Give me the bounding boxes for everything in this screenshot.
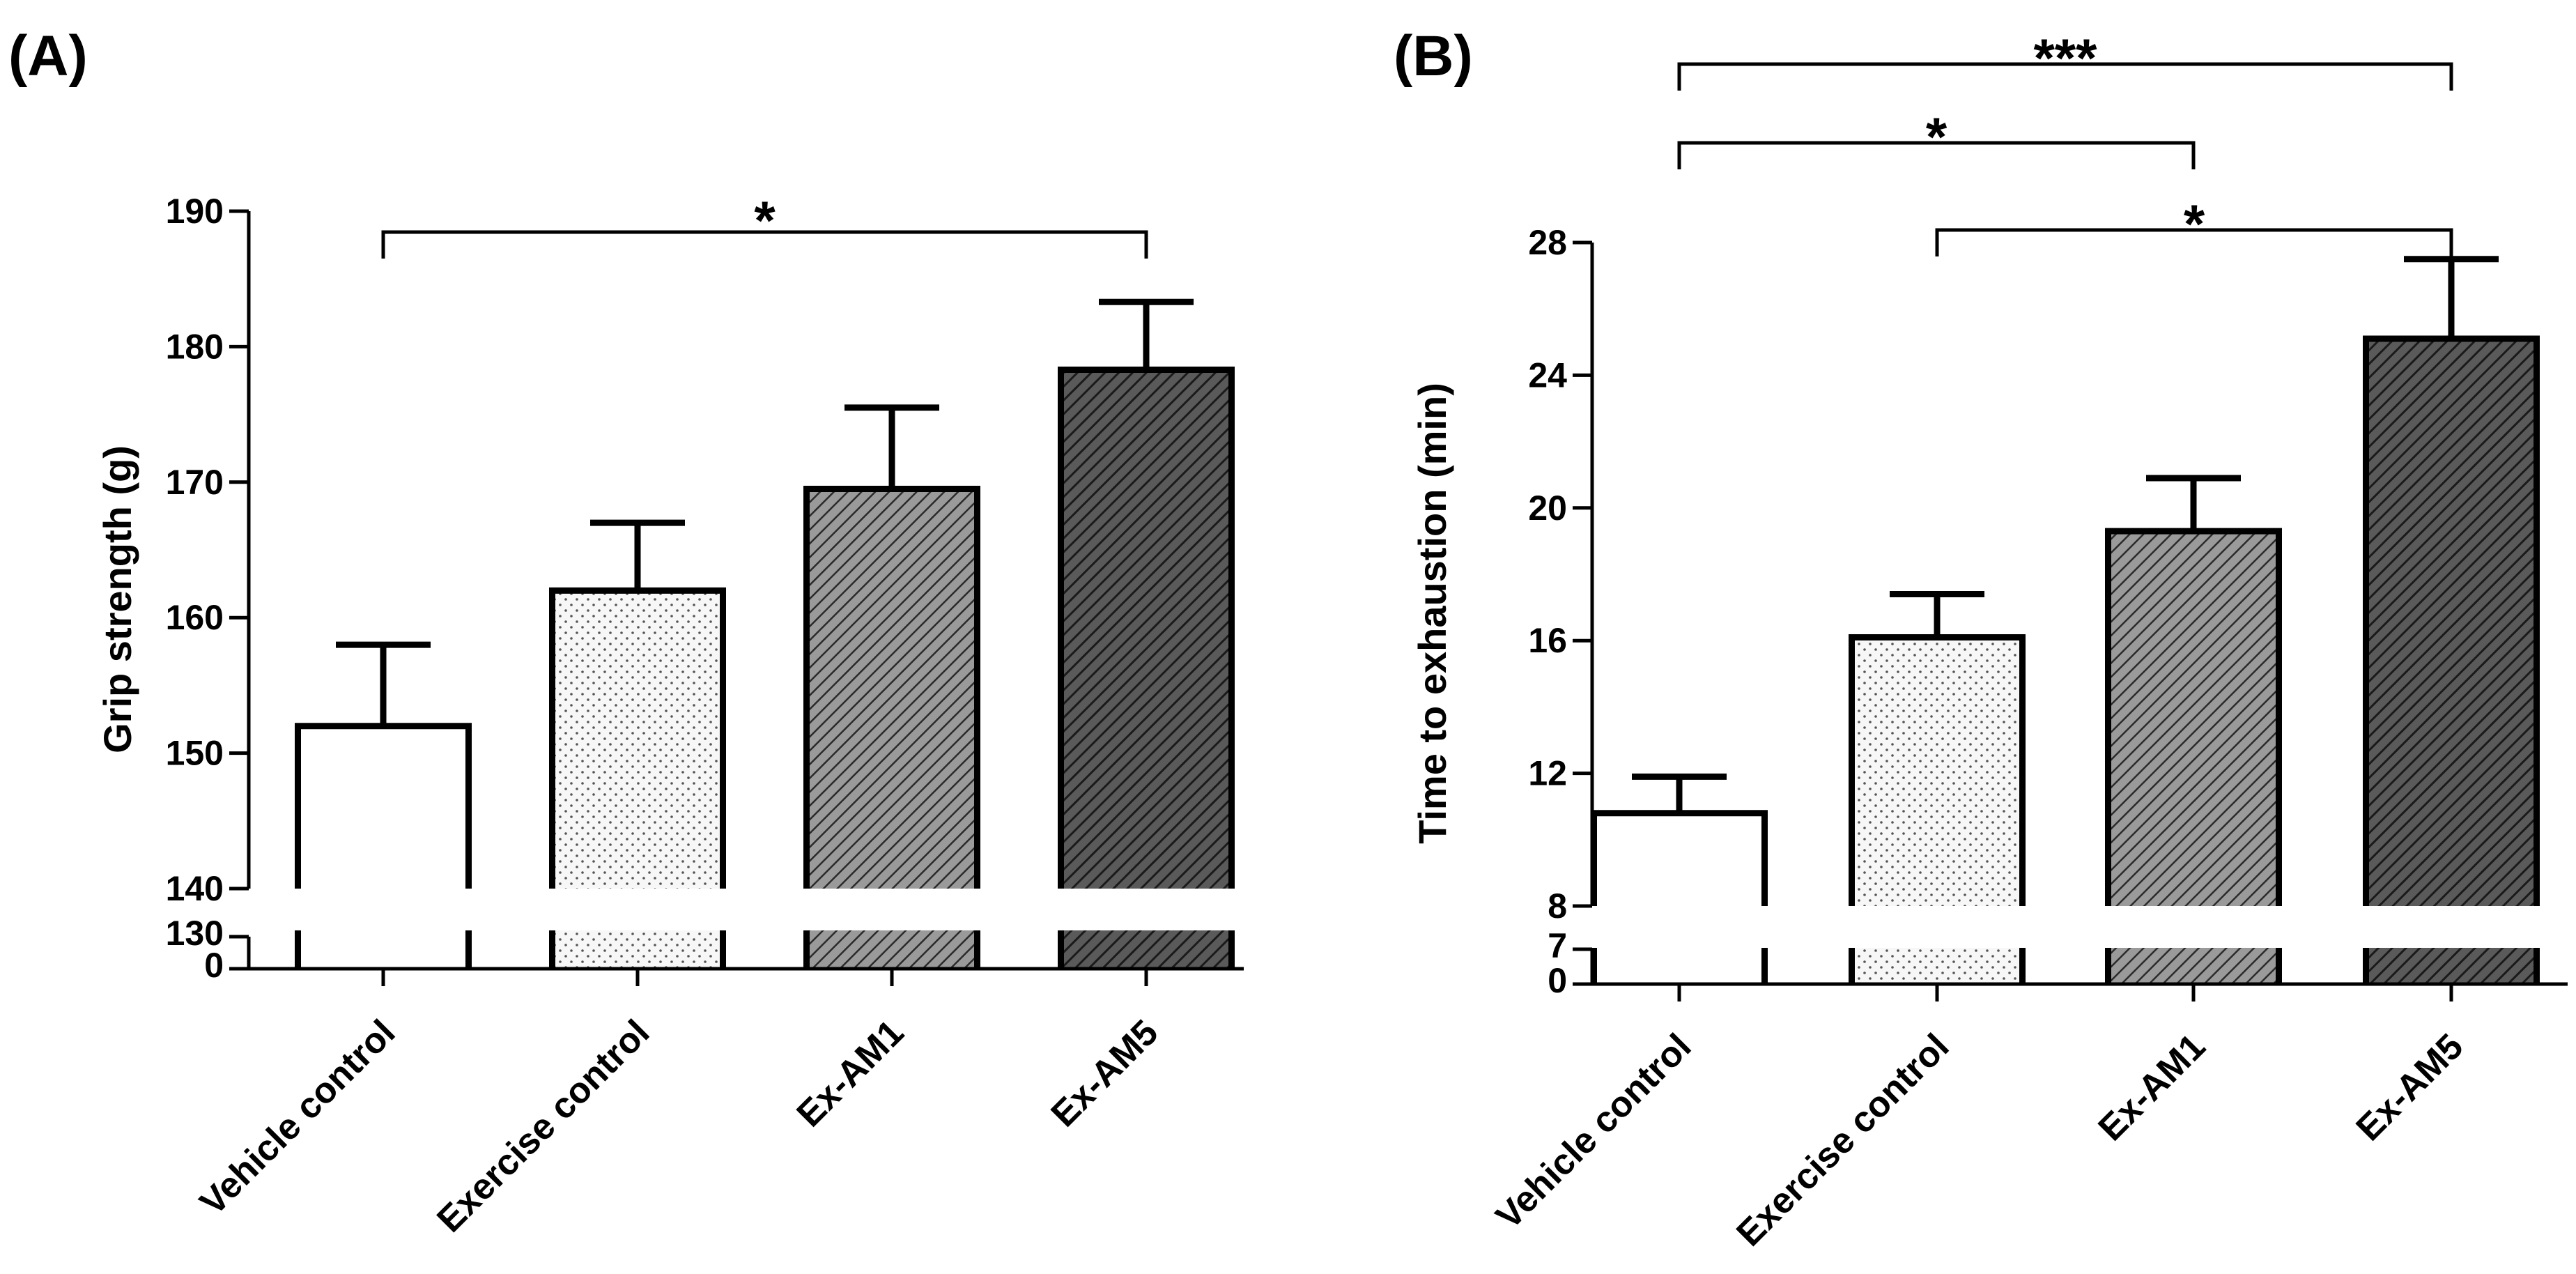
significance-bracket-b-2 (1935, 228, 2453, 256)
y-break-tick-label-a-0: 0 (204, 946, 224, 985)
bar-stub-b-2 (2108, 948, 2279, 984)
bar-stub-b-3 (2366, 948, 2537, 984)
y-tick-label-a-2: 160 (166, 598, 224, 637)
x-category-label-a-2: Ex-AM1 (789, 1012, 912, 1135)
panel-b-label: (B) (1394, 24, 1473, 88)
panel-a-label: (A) (8, 24, 88, 88)
bar-stub-b-1 (1851, 948, 2023, 984)
significance-bracket-b-0 (1677, 62, 2453, 91)
bar-b-2 (2108, 531, 2279, 906)
significance-label-b-2: * (2184, 193, 2205, 254)
bar-a-2 (806, 489, 978, 889)
x-category-label-a-0: Vehicle control (192, 1012, 403, 1223)
significance-label-b-0: *** (2033, 27, 2097, 89)
x-category-label-b-2: Ex-AM1 (2091, 1026, 2214, 1149)
y-tick-label-a-0: 140 (166, 869, 224, 908)
y-tick-label-a-1: 150 (166, 734, 224, 773)
significance-bracket-b-1 (1677, 141, 2196, 169)
significance-label-a-0: * (754, 190, 776, 251)
bar-stub-a-0 (298, 930, 469, 969)
y-tick-label-b-3: 20 (1528, 489, 1567, 528)
x-category-label-a-3: Ex-AM5 (1044, 1012, 1166, 1135)
panel-a-y-axis-label: Grip strength (g) (95, 445, 139, 753)
y-tick-label-a-5: 190 (166, 192, 224, 231)
y-tick-label-b-1: 12 (1528, 754, 1567, 793)
x-category-label-b-3: Ex-AM5 (2349, 1026, 2471, 1149)
y-tick-label-b-0: 8 (1548, 887, 1567, 926)
bar-b-0 (1594, 813, 1765, 906)
y-tick-label-b-2: 16 (1528, 621, 1567, 660)
y-tick-label-b-5: 28 (1528, 223, 1567, 262)
bar-stub-a-2 (806, 930, 978, 969)
y-tick-label-a-4: 180 (166, 327, 224, 366)
y-break-tick-label-b-1: 7 (1548, 926, 1567, 965)
panel-a: (A) Grip strength (g) Vehicle control Exe… (8, 24, 1244, 1241)
y-tick-label-a-3: 170 (166, 463, 224, 502)
bar-a-1 (552, 590, 723, 889)
bar-b-3 (2366, 339, 2537, 906)
y-break-tick-label-b-0: 0 (1548, 961, 1567, 1000)
bar-a-3 (1061, 369, 1232, 889)
bar-stub-a-1 (552, 930, 723, 969)
x-category-label-a-1: Exercise control (429, 1012, 657, 1240)
bar-a-0 (298, 726, 469, 889)
panel-b: (B) Time to exhaustion (min) Vehicle con… (1394, 24, 2568, 1254)
x-category-label-b-1: Exercise control (1729, 1026, 1957, 1254)
bar-stub-a-3 (1061, 930, 1232, 969)
bar-stub-b-0 (1594, 948, 1765, 984)
y-break-tick-label-a-1: 130 (166, 914, 224, 953)
significance-label-b-1: * (1926, 106, 1948, 167)
y-tick-label-b-4: 24 (1528, 355, 1567, 394)
x-category-label-b-0: Vehicle control (1488, 1026, 1699, 1237)
panel-b-y-axis-label: Time to exhaustion (min) (1410, 383, 1454, 844)
bar-b-1 (1851, 637, 2023, 906)
significance-bracket-a-0 (381, 230, 1148, 259)
